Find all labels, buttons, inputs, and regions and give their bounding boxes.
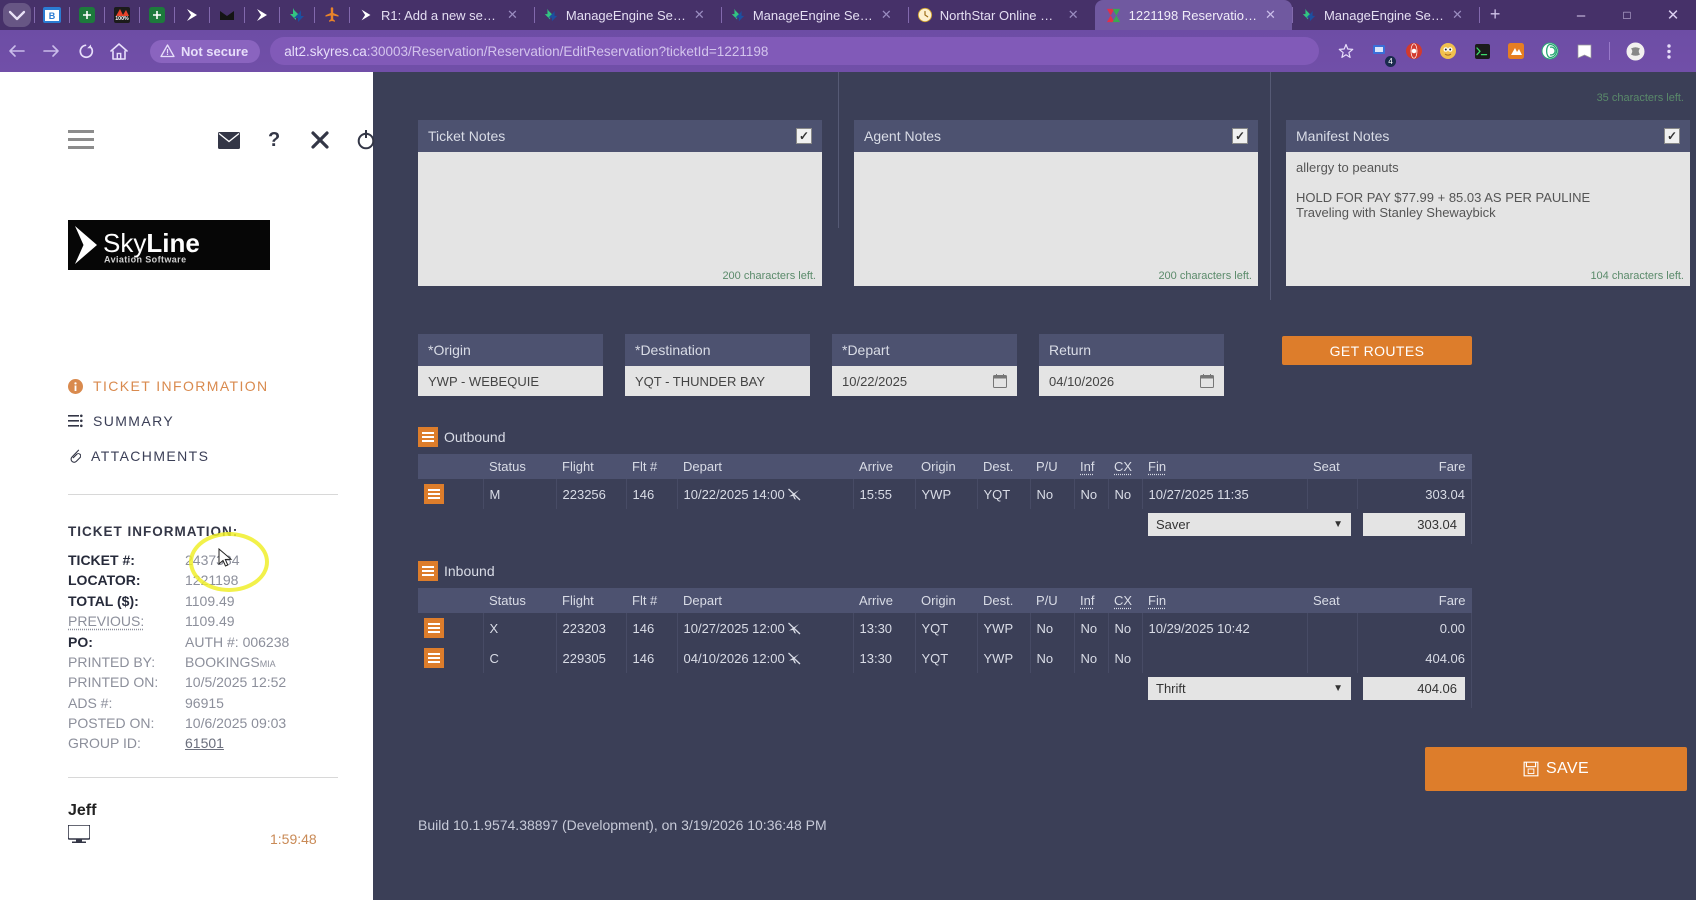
svg-text:?: ? <box>268 130 280 150</box>
svg-text:SkyLine: SkyLine <box>103 228 200 258</box>
svg-text:Aviation Software: Aviation Software <box>104 255 186 265</box>
svg-text:100%: 100% <box>115 16 129 22</box>
svg-text:B: B <box>49 11 56 21</box>
